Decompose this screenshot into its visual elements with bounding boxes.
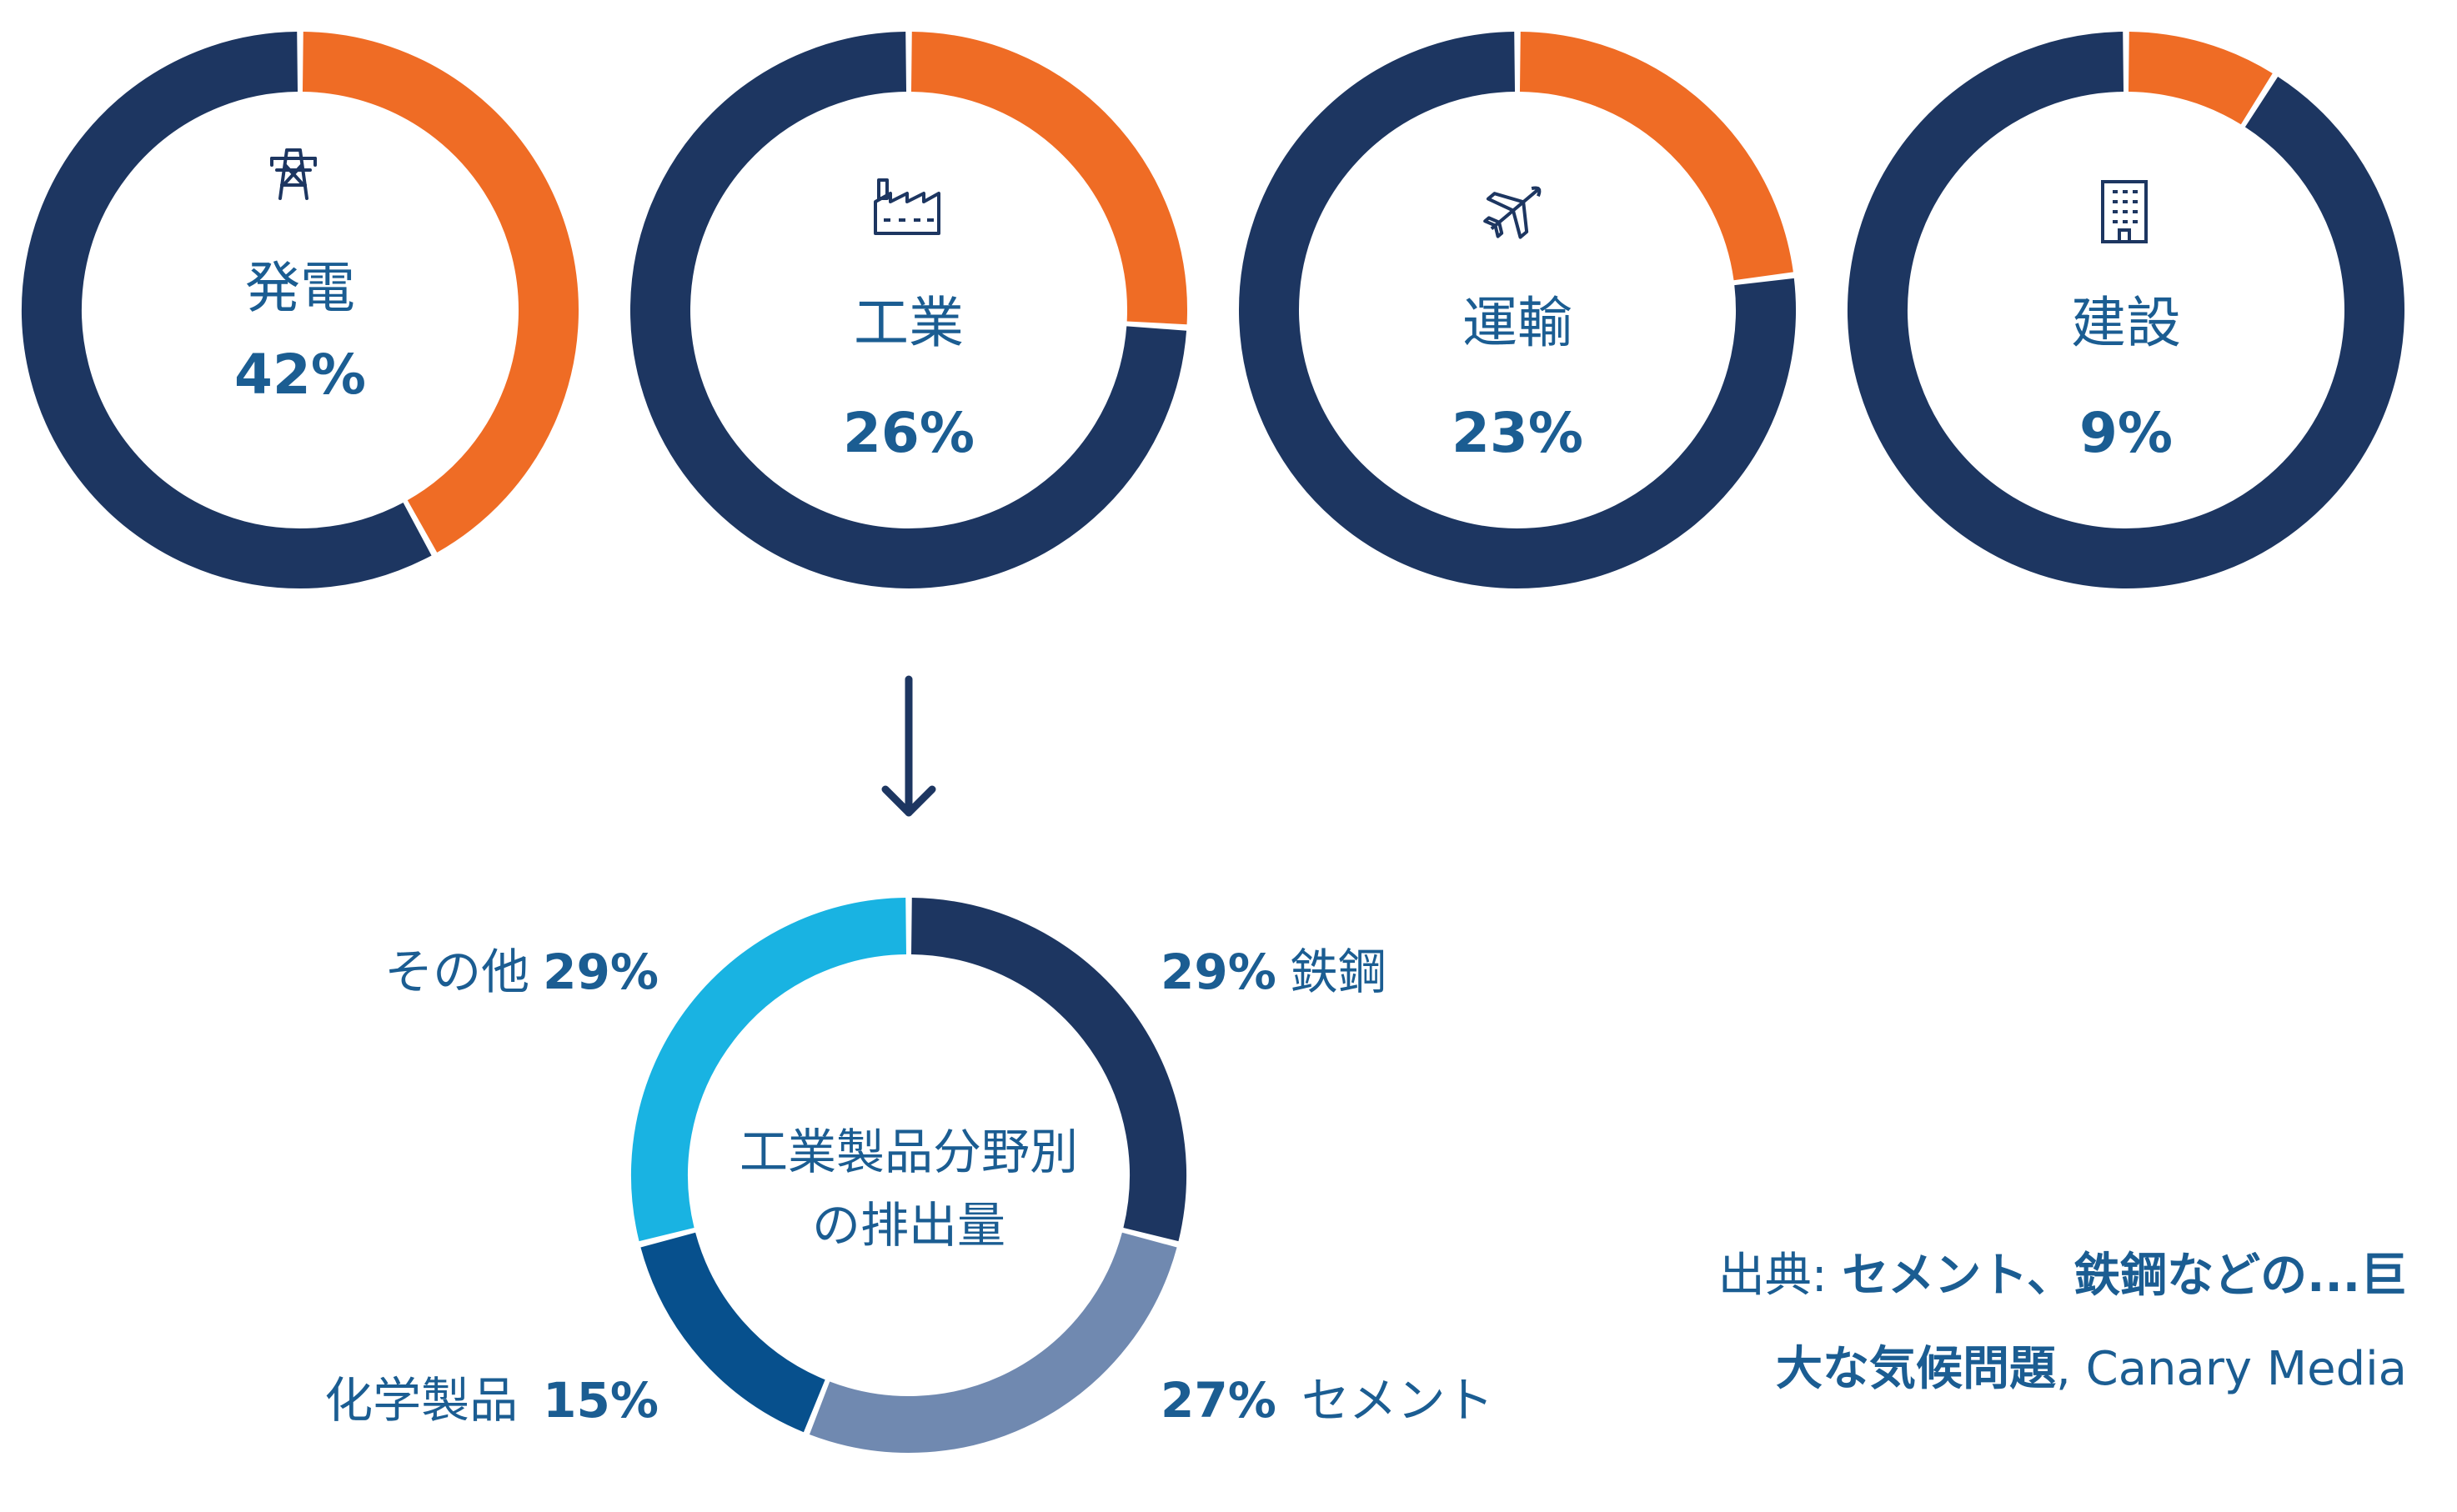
source-citation: 出典: セメント、鉄鋼などの...巨 大な気候問題, Canary Media	[1573, 1229, 2407, 1416]
building-icon	[2101, 180, 2148, 243]
steel-pct: 29%	[1161, 944, 1276, 1000]
construction-share-arc	[2128, 32, 2273, 125]
donut-power	[22, 32, 579, 588]
industry-share-arc	[910, 32, 1187, 325]
industry-label: 工業	[854, 291, 964, 355]
construction-value: 9%	[2079, 401, 2173, 465]
construction-remainder-arc	[1848, 32, 2404, 588]
chemicals-name: 化学製品	[324, 1372, 518, 1429]
donut-industrial-breakdown	[631, 898, 1186, 1453]
steel-name: 鉄鋼	[1290, 944, 1386, 1000]
source-line2: 大な気候問題, Canary Media	[1573, 1323, 2407, 1416]
breakdown-center-line1: 工業製品分野別	[740, 1124, 1078, 1180]
transport-remainder-arc	[1239, 32, 1796, 588]
power-remainder-arc	[22, 32, 432, 588]
factory-icon	[874, 178, 940, 235]
other-pct: 29%	[543, 944, 659, 1000]
source-title-part1[interactable]: セメント、鉄鋼などの...巨	[1842, 1249, 2407, 1303]
donut-transport	[1239, 32, 1796, 588]
cement-pct: 27%	[1161, 1372, 1276, 1429]
power-tower-icon	[270, 148, 317, 200]
down-arrow-icon	[881, 675, 936, 817]
breakdown-center-line2: の排出量	[812, 1197, 1005, 1254]
slice-chemicals	[640, 1232, 826, 1433]
slice-other	[631, 898, 907, 1242]
power-share-arc	[302, 32, 579, 553]
slice-label-cement: 27% セメント	[1161, 1372, 1494, 1429]
slice-label-chemicals: 化学製品 15%	[324, 1372, 659, 1429]
slice-steel	[910, 898, 1186, 1242]
cement-name: セメント	[1301, 1372, 1494, 1429]
donut-industry	[630, 32, 1187, 588]
transport-share-arc	[1519, 32, 1793, 281]
power-value: 42%	[234, 343, 366, 407]
power-label: 発電	[245, 256, 355, 320]
source-publisher: , Canary Media	[2056, 1342, 2407, 1396]
donut-construction	[1848, 32, 2404, 588]
source-prefix: 出典:	[1717, 1249, 1843, 1303]
slice-label-other: その他 29%	[384, 944, 659, 1000]
other-name: その他	[384, 944, 529, 1000]
chemicals-pct: 15%	[543, 1372, 659, 1429]
slice-label-steel: 29% 鉄鋼	[1161, 944, 1386, 1000]
transport-label: 運輸	[1462, 291, 1572, 355]
airplane-icon	[1483, 186, 1542, 239]
construction-label: 建設	[2071, 291, 2181, 355]
source-title-part2[interactable]: 大な気候問題	[1776, 1342, 2057, 1396]
industry-remainder-arc	[630, 32, 1187, 588]
transport-value: 23%	[1452, 401, 1583, 465]
source-line1: 出典: セメント、鉄鋼などの...巨	[1573, 1229, 2407, 1323]
slice-cement	[809, 1232, 1177, 1453]
industry-value: 26%	[843, 401, 975, 465]
